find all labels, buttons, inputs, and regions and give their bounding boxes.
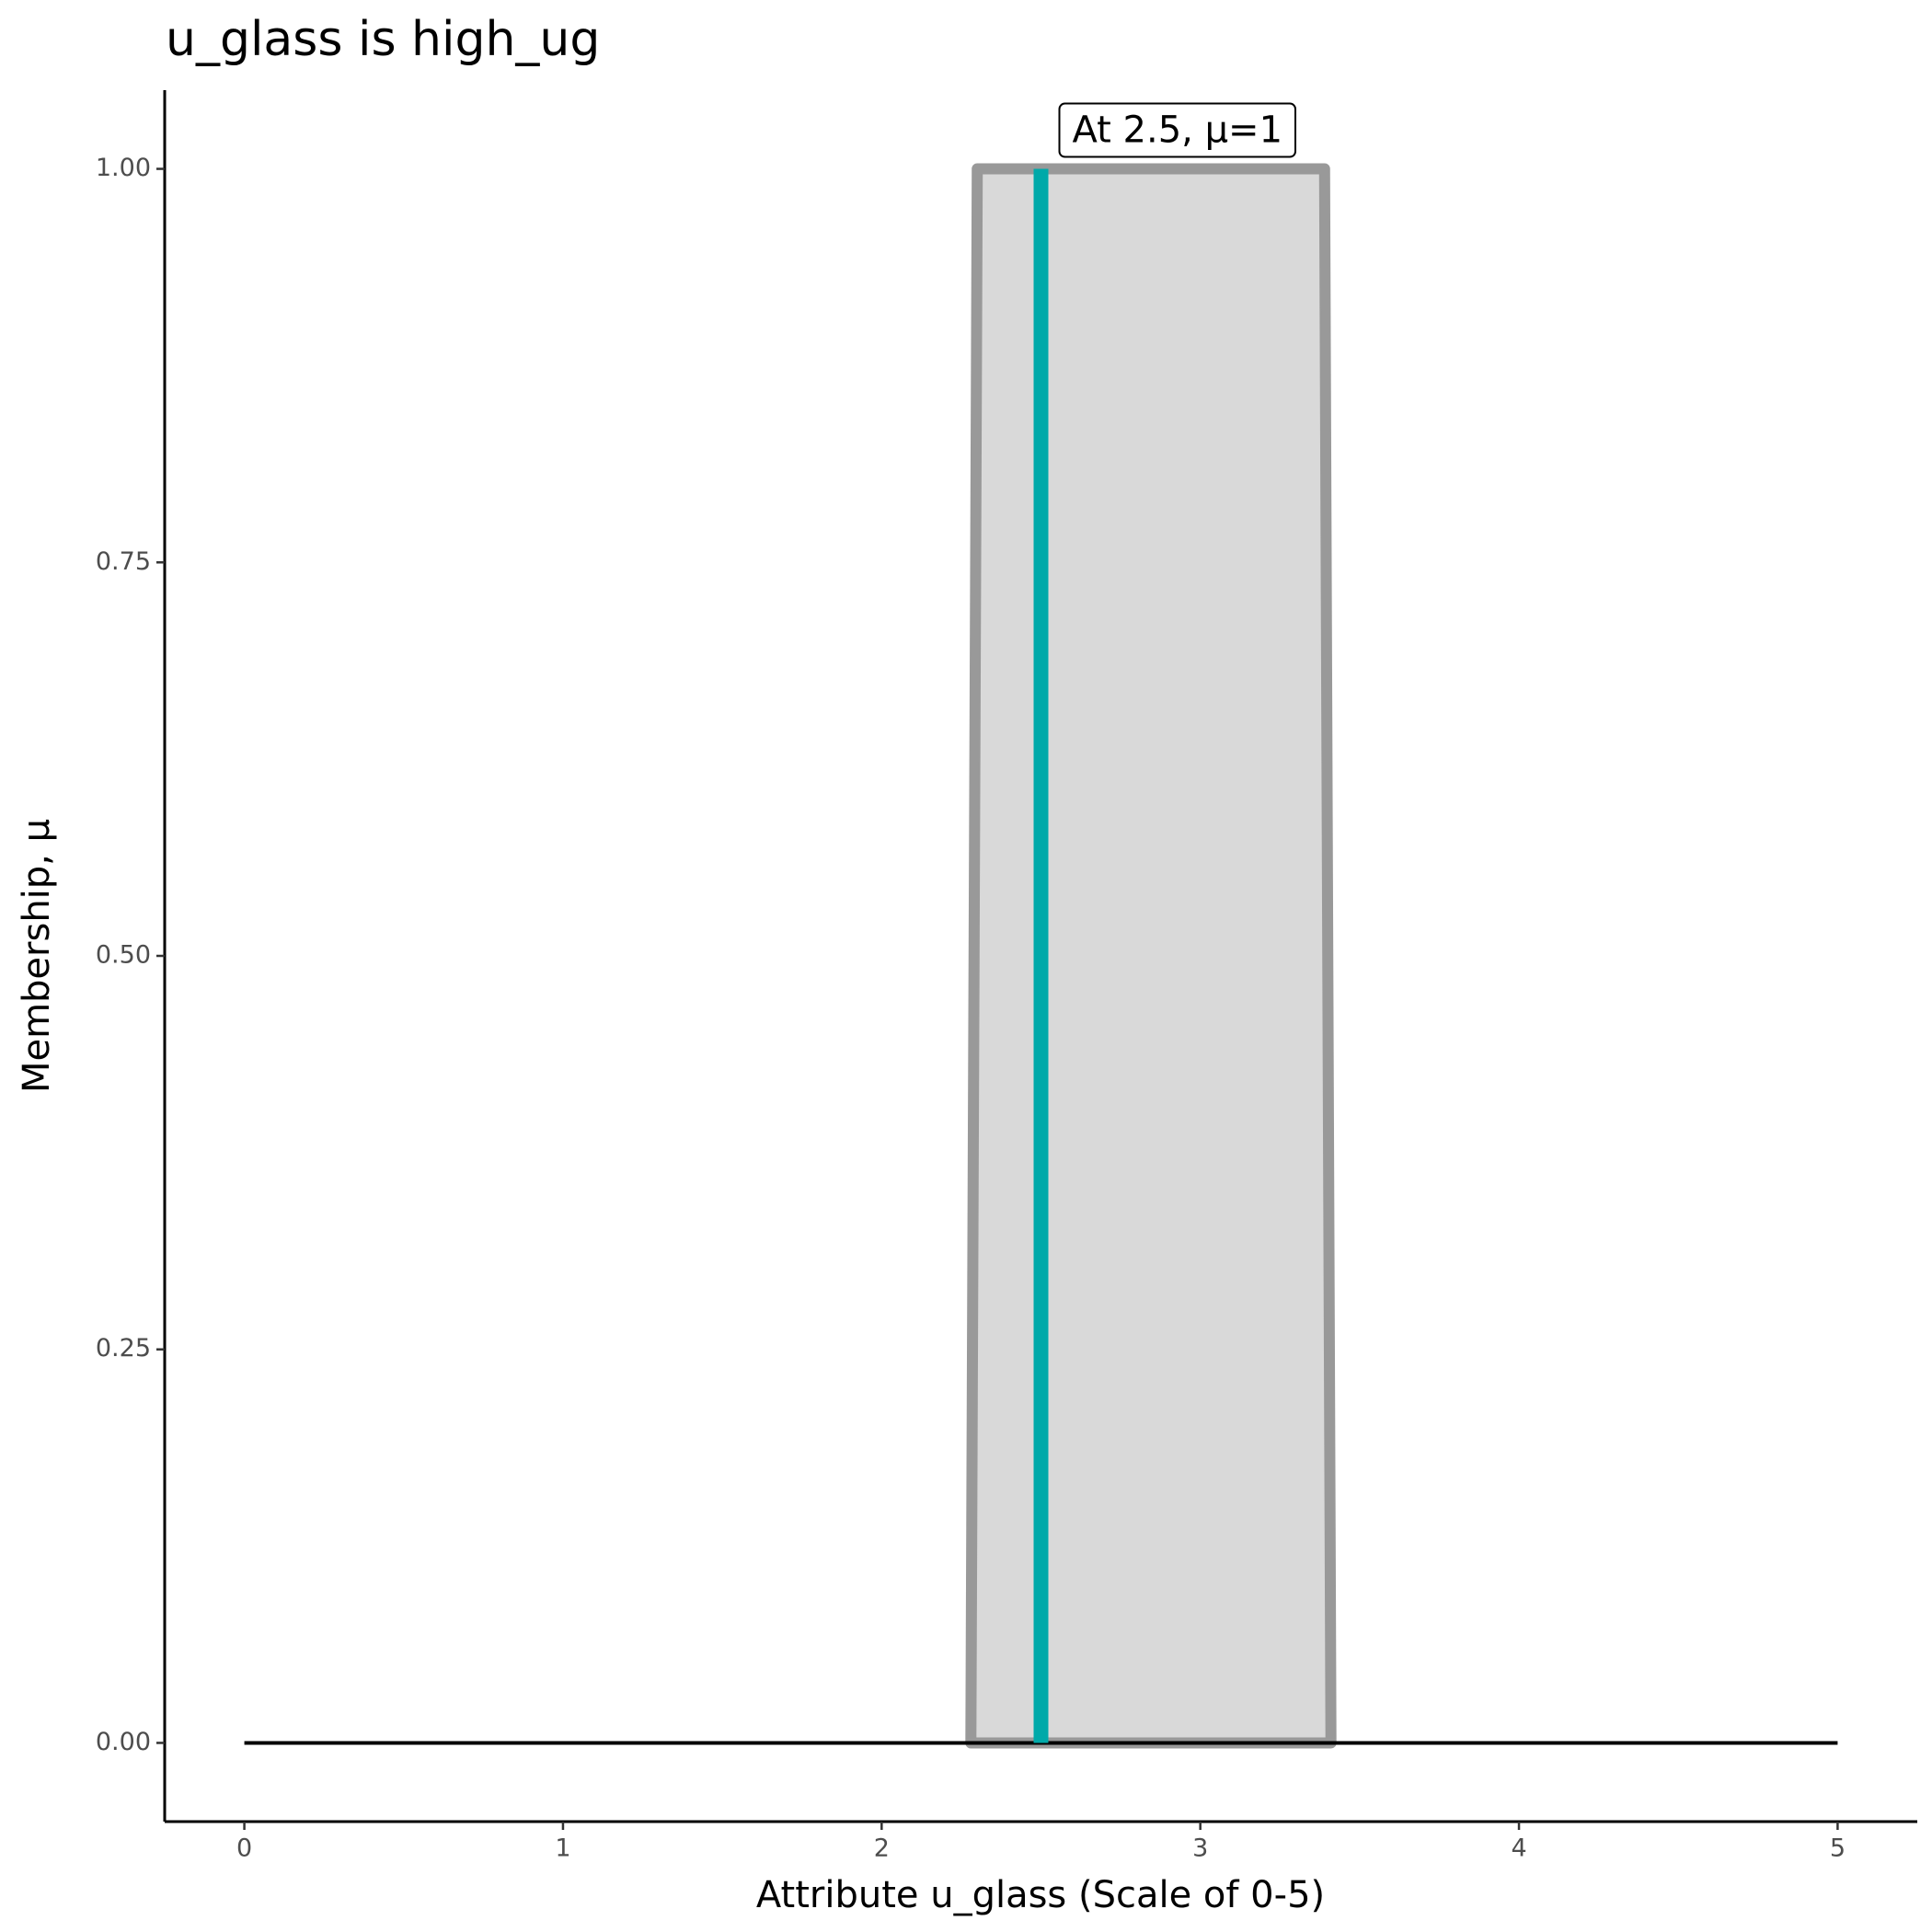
membership-area <box>965 163 1337 1749</box>
x-tick-label: 4 <box>1511 1834 1526 1863</box>
x-tick-label: 5 <box>1830 1834 1846 1863</box>
y-tick-label: 1.00 <box>96 154 151 182</box>
x-tick-label: 2 <box>874 1834 890 1863</box>
x-axis-title: Attribute u_glass (Scale of 0-5) <box>756 1874 1325 1916</box>
y-tick-label: 0.50 <box>96 941 151 970</box>
x-tick-label: 3 <box>1192 1834 1208 1863</box>
y-axis-title: Membership, μ <box>16 819 58 1093</box>
chart-title: u_glass is high_ug <box>166 12 600 67</box>
y-tick-label: 0.25 <box>96 1334 151 1363</box>
annotation-box <box>1058 102 1297 158</box>
annotation-label: At 2.5, μ=1 <box>1073 109 1283 152</box>
y-tick-label: 0.00 <box>96 1728 151 1756</box>
y-tick-label: 0.75 <box>96 547 151 576</box>
x-tick-label: 1 <box>555 1834 570 1863</box>
x-tick-label: 0 <box>236 1834 252 1863</box>
